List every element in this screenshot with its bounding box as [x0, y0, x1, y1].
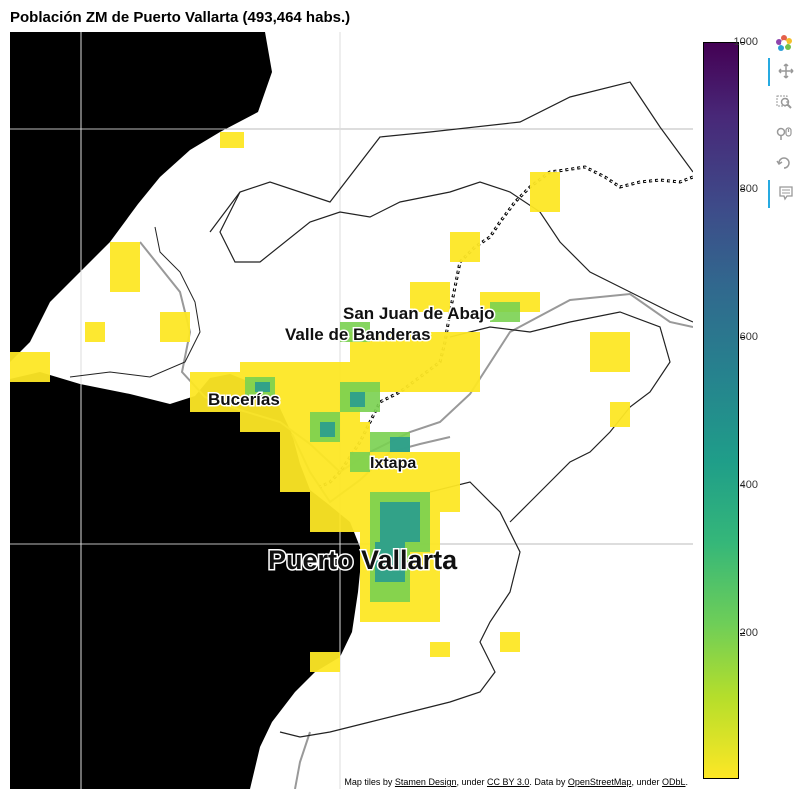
label-puerto-vallarta: Puerto Vallarta [268, 545, 458, 575]
colorbar-tick-label: 1000 [733, 36, 758, 48]
attribution-text: . Data by [529, 777, 568, 787]
colorbar-tick-label: 800 [739, 183, 758, 195]
pan-icon[interactable] [768, 58, 798, 86]
municipal-boundary [449, 311, 671, 523]
colorbar-tick-mark [740, 337, 745, 338]
reset-icon[interactable] [768, 150, 798, 178]
map-attribution: Map tiles by Stamen Design, under CC BY … [342, 777, 690, 787]
road-south [294, 731, 311, 789]
attribution-text: . [685, 777, 688, 787]
colorbar-tick-mark [740, 189, 745, 190]
box-zoom-icon[interactable] [768, 90, 798, 118]
municipal-boundary [219, 181, 693, 323]
colorbar [703, 42, 739, 779]
colorbar-tick-label: 600 [739, 331, 758, 343]
municipal-boundary [69, 226, 201, 378]
hover-icon[interactable] [768, 180, 798, 208]
osm-link[interactable]: OpenStreetMap [567, 777, 632, 787]
map-title: Población ZM de Puerto Vallarta (493,464… [10, 9, 351, 26]
colorbar-tick-mark [740, 633, 745, 634]
label-san-juan-de-abajo: San Juan de Abajo [343, 304, 494, 323]
label-valle-de-banderas: Valle de Banderas [285, 325, 431, 344]
population-high-density [255, 382, 420, 582]
bay-of-banderas [10, 372, 362, 789]
map-canvas[interactable]: San Juan de Abajo Valle de Banderas Buce… [10, 32, 693, 789]
ocean-north [10, 32, 272, 362]
bokeh-logo-icon[interactable] [768, 30, 798, 58]
wheel-zoom-icon[interactable] [768, 120, 798, 148]
colorbar-tick-label: 400 [739, 479, 758, 491]
municipal-boundary [279, 481, 521, 738]
municipal-boundary [209, 81, 693, 233]
attribution-text: , under [631, 777, 662, 787]
label-ixtapa: Ixtapa [370, 455, 416, 472]
attribution-text: , under [456, 777, 487, 787]
stamen-link[interactable]: Stamen Design [394, 777, 457, 787]
attribution-text: Map tiles by [344, 777, 395, 787]
colorbar-tick-label: 200 [739, 627, 758, 639]
colorbar-tick-mark [740, 42, 745, 43]
label-bucerias: Bucerías [208, 390, 280, 409]
cc-license-link[interactable]: CC BY 3.0 [487, 777, 530, 787]
odbl-link[interactable]: ODbL [661, 777, 686, 787]
colorbar-tick-mark [740, 485, 745, 486]
map-plot-area[interactable]: San Juan de Abajo Valle de Banderas Buce… [10, 32, 693, 789]
